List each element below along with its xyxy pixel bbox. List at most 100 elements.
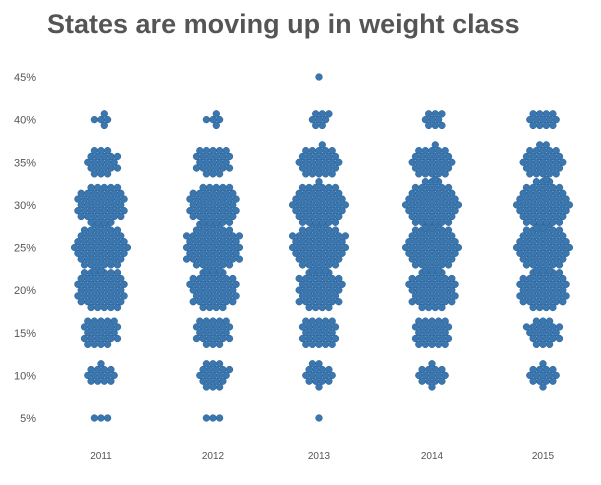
data-point bbox=[212, 218, 220, 226]
data-point bbox=[298, 152, 307, 161]
data-point bbox=[84, 317, 92, 325]
data-point bbox=[113, 183, 122, 192]
data-point bbox=[225, 261, 234, 269]
data-point bbox=[189, 286, 197, 294]
data-point bbox=[532, 340, 541, 349]
data-point bbox=[415, 170, 423, 178]
data-point bbox=[202, 267, 211, 275]
data-point bbox=[209, 170, 217, 178]
data-point bbox=[100, 377, 108, 385]
data-point bbox=[77, 212, 85, 221]
data-point bbox=[192, 226, 201, 234]
x-tick-label: 2015 bbox=[532, 451, 555, 462]
data-point bbox=[516, 292, 524, 300]
data-point bbox=[542, 141, 550, 149]
data-point bbox=[539, 360, 547, 368]
data-point bbox=[325, 110, 333, 118]
data-point bbox=[415, 340, 423, 349]
data-point bbox=[338, 207, 346, 215]
data-point bbox=[318, 218, 326, 226]
data-point bbox=[519, 298, 527, 306]
data-point bbox=[225, 183, 234, 192]
data-point bbox=[292, 238, 300, 246]
data-point bbox=[555, 183, 564, 192]
data-point bbox=[539, 267, 547, 275]
data-point bbox=[441, 317, 449, 325]
data-point bbox=[562, 207, 570, 215]
data-point bbox=[321, 267, 330, 275]
data-point bbox=[186, 238, 194, 246]
data-point bbox=[444, 164, 453, 172]
data-point bbox=[103, 147, 112, 155]
data-point bbox=[74, 280, 82, 288]
data-point bbox=[522, 183, 531, 192]
data-point bbox=[209, 267, 217, 275]
data-point bbox=[315, 73, 323, 81]
data-point bbox=[555, 164, 564, 172]
data-point bbox=[209, 414, 217, 422]
data-point bbox=[77, 255, 85, 263]
data-point bbox=[444, 323, 453, 331]
data-point bbox=[552, 371, 560, 380]
data-point bbox=[312, 121, 320, 130]
data-point bbox=[302, 329, 310, 337]
data-point bbox=[434, 267, 443, 275]
data-point bbox=[192, 261, 201, 269]
data-point bbox=[519, 274, 527, 283]
data-point bbox=[206, 218, 214, 226]
data-point bbox=[74, 249, 82, 257]
data-point bbox=[302, 170, 310, 178]
data-point bbox=[215, 340, 224, 349]
data-point bbox=[308, 115, 317, 124]
data-point bbox=[103, 170, 112, 178]
data-point bbox=[117, 212, 125, 221]
data-point bbox=[559, 212, 567, 221]
data-point bbox=[559, 158, 567, 166]
data-point bbox=[117, 274, 125, 283]
data-point bbox=[107, 183, 115, 192]
data-point bbox=[338, 195, 346, 203]
data-point bbox=[113, 323, 122, 331]
data-point bbox=[411, 164, 420, 172]
data-point bbox=[225, 365, 234, 374]
data-point bbox=[325, 377, 333, 385]
data-point bbox=[549, 365, 557, 374]
data-point bbox=[97, 340, 105, 349]
data-point bbox=[315, 360, 323, 368]
data-point bbox=[120, 207, 128, 215]
data-point bbox=[209, 383, 217, 391]
data-point bbox=[341, 232, 350, 240]
data-point bbox=[80, 269, 89, 277]
data-point bbox=[196, 371, 204, 380]
data-point bbox=[451, 249, 459, 257]
data-point bbox=[549, 110, 557, 118]
data-point bbox=[196, 158, 204, 166]
data-point bbox=[562, 249, 570, 257]
data-point bbox=[295, 158, 303, 166]
series-2013 bbox=[288, 73, 350, 422]
data-point bbox=[77, 298, 85, 306]
data-point bbox=[418, 365, 426, 374]
data-point bbox=[235, 232, 244, 240]
data-point bbox=[431, 303, 439, 312]
data-point bbox=[107, 218, 115, 226]
data-point bbox=[448, 286, 456, 294]
data-point bbox=[189, 298, 197, 306]
data-point bbox=[103, 340, 112, 349]
data-point bbox=[516, 195, 524, 203]
data-point bbox=[315, 340, 323, 349]
data-point bbox=[321, 340, 330, 349]
data-point bbox=[562, 195, 570, 203]
data-point bbox=[113, 226, 122, 234]
y-axis: 5% 10% 15% 20% 25% 30% 35% 40% 45% bbox=[14, 72, 36, 425]
data-point bbox=[529, 377, 537, 385]
data-point bbox=[532, 224, 541, 232]
data-point bbox=[70, 243, 79, 252]
data-point bbox=[189, 274, 197, 283]
data-point bbox=[421, 178, 430, 186]
data-point bbox=[225, 334, 234, 343]
data-point bbox=[318, 110, 326, 118]
data-point bbox=[123, 243, 132, 252]
data-point bbox=[209, 147, 217, 155]
data-point bbox=[444, 226, 453, 234]
